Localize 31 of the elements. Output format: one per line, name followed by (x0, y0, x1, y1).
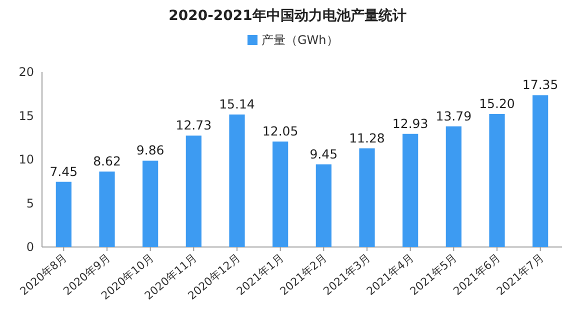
bar (402, 134, 418, 247)
text: 9.45 (310, 146, 338, 162)
text: 8.62 (93, 154, 121, 169)
text: 13.79 (436, 108, 472, 124)
bar (359, 148, 375, 247)
text: 12.93 (392, 116, 428, 131)
text: 7.45 (50, 164, 78, 179)
bar (316, 164, 332, 247)
text: 9.86 (136, 142, 164, 158)
bar (99, 172, 115, 247)
text: 12.05 (262, 124, 298, 139)
bar (272, 142, 288, 247)
text: 12.73 (176, 118, 212, 133)
y-tick-label: 0 (26, 240, 34, 254)
text: 11.28 (349, 130, 385, 146)
y-tick-label: 10 (18, 152, 34, 166)
chart-title: 2020-2021年中国动力电池产量统计 (168, 7, 406, 24)
text: 15.20 (479, 96, 515, 111)
y-tick-label: 5 (26, 196, 34, 210)
text: 15.14 (219, 96, 255, 112)
bar (229, 114, 245, 247)
bar (56, 182, 72, 247)
bar (142, 160, 158, 247)
bar (532, 95, 548, 247)
bar (489, 114, 505, 247)
bar (186, 136, 202, 247)
y-tick-label: 20 (18, 65, 34, 79)
legend-label: 产量（GWh） (262, 33, 338, 47)
text: 17.35 (522, 77, 558, 92)
y-tick-label: 15 (18, 108, 34, 123)
bar (446, 126, 462, 247)
